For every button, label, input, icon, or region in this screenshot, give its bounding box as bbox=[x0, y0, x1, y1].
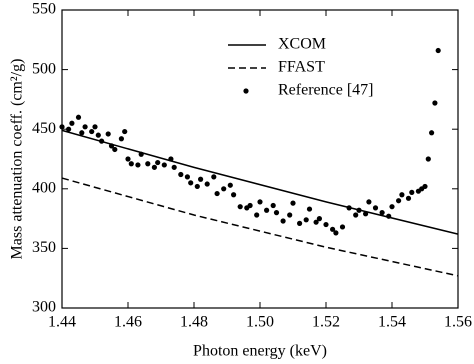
data-point bbox=[257, 199, 263, 205]
data-point bbox=[128, 161, 134, 167]
series-line bbox=[61, 177, 459, 277]
data-point bbox=[89, 128, 95, 135]
legend-label: XCOM bbox=[278, 36, 326, 53]
data-point bbox=[161, 162, 167, 168]
data-point bbox=[122, 128, 128, 135]
data-point bbox=[145, 161, 151, 167]
data-point bbox=[171, 164, 177, 170]
legend-marker bbox=[243, 88, 249, 94]
data-point bbox=[346, 205, 352, 211]
data-point bbox=[425, 156, 431, 162]
data-point bbox=[399, 192, 405, 198]
data-point bbox=[194, 183, 200, 190]
y-tick-label: 450 bbox=[32, 120, 56, 137]
data-point bbox=[118, 136, 124, 142]
series-line bbox=[61, 129, 459, 235]
data-point bbox=[270, 202, 276, 209]
data-point bbox=[422, 183, 428, 190]
data-point bbox=[306, 206, 313, 212]
data-point bbox=[108, 143, 115, 149]
data-point bbox=[247, 202, 253, 209]
data-point bbox=[356, 207, 362, 213]
data-point bbox=[184, 174, 190, 180]
data-point bbox=[297, 220, 303, 226]
data-point bbox=[227, 182, 233, 188]
data-point bbox=[99, 138, 105, 144]
data-point bbox=[409, 189, 415, 195]
data-point bbox=[237, 204, 243, 210]
data-point bbox=[330, 226, 336, 232]
x-tick-label: 1.54 bbox=[378, 314, 406, 331]
data-point bbox=[339, 224, 346, 230]
data-point bbox=[221, 186, 227, 192]
data-point bbox=[198, 176, 204, 182]
x-tick-label: 1.44 bbox=[48, 314, 76, 331]
legend-label: FFAST bbox=[278, 59, 325, 76]
data-point bbox=[273, 210, 280, 216]
data-point bbox=[66, 126, 72, 132]
data-point bbox=[432, 100, 438, 106]
data-point bbox=[69, 120, 75, 126]
data-point bbox=[290, 200, 296, 206]
data-point bbox=[178, 171, 184, 178]
y-tick-label: 550 bbox=[32, 1, 56, 18]
data-point bbox=[264, 207, 270, 213]
data-point bbox=[92, 124, 98, 130]
data-point bbox=[214, 190, 220, 197]
y-tick-label: 500 bbox=[32, 60, 56, 77]
data-point bbox=[435, 47, 441, 54]
data-point bbox=[363, 211, 369, 217]
data-point bbox=[429, 130, 435, 136]
y-tick-label: 300 bbox=[32, 299, 56, 316]
data-point bbox=[372, 205, 379, 211]
data-point bbox=[316, 216, 322, 222]
data-point bbox=[287, 212, 293, 218]
data-point bbox=[168, 156, 174, 162]
x-tick-label: 1.56 bbox=[444, 314, 472, 331]
data-point bbox=[112, 146, 118, 153]
x-tick-label: 1.48 bbox=[180, 314, 208, 331]
data-point bbox=[105, 131, 111, 137]
data-point bbox=[379, 210, 385, 216]
legend-label: Reference [47] bbox=[278, 82, 374, 99]
data-point bbox=[188, 180, 194, 186]
y-tick-label: 350 bbox=[32, 239, 56, 256]
data-point bbox=[389, 204, 395, 210]
data-point bbox=[333, 230, 339, 236]
x-tick-label: 1.52 bbox=[312, 314, 340, 331]
data-point bbox=[386, 213, 392, 219]
data-point bbox=[303, 217, 309, 223]
y-axis-label: Mass attenuation coeff. (cm²/g) bbox=[9, 59, 26, 260]
data-point bbox=[280, 218, 286, 224]
data-point bbox=[135, 162, 141, 168]
data-point bbox=[366, 199, 372, 205]
data-point bbox=[138, 151, 144, 157]
data-point bbox=[211, 174, 217, 180]
data-point bbox=[59, 124, 65, 130]
data-point bbox=[323, 221, 329, 228]
data-point bbox=[82, 124, 88, 130]
data-point bbox=[155, 159, 161, 166]
data-point bbox=[405, 195, 412, 201]
x-tick-label: 1.46 bbox=[114, 314, 142, 331]
data-point bbox=[79, 130, 85, 136]
data-point bbox=[75, 114, 82, 120]
data-point bbox=[254, 212, 260, 218]
data-point bbox=[151, 164, 157, 170]
data-point bbox=[396, 198, 402, 204]
x-axis-label: Photon energy (keV) bbox=[193, 343, 327, 360]
data-point bbox=[353, 212, 359, 218]
x-tick-label: 1.50 bbox=[246, 314, 274, 331]
data-point bbox=[313, 219, 319, 225]
data-point bbox=[125, 156, 131, 162]
data-point bbox=[204, 181, 210, 187]
data-point bbox=[95, 132, 101, 138]
y-tick-label: 400 bbox=[32, 179, 56, 196]
data-point bbox=[231, 192, 237, 198]
